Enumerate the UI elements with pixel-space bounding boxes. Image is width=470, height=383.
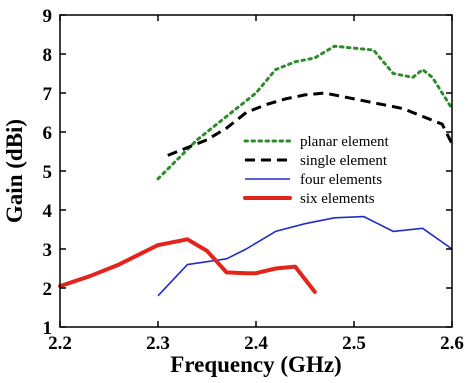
x-tick-label-4: 2.5: [342, 333, 366, 354]
axis-ticks: [59, 14, 453, 328]
y-tick-label-1: 1: [43, 318, 53, 339]
legend: planar element single element four element…: [243, 134, 390, 207]
y-tick-label-7: 7: [43, 84, 53, 105]
series-line-1: [156, 44, 454, 181]
plot-lines: [58, 44, 454, 297]
tick-labels: 2.2 2.3 2.4 2.5 2.6 1 2 3 4 5 6 7 8 9: [43, 6, 464, 354]
legend-label-3: four elements: [300, 172, 382, 188]
series-line-3: [157, 215, 453, 297]
y-tick-label-5: 5: [43, 162, 53, 183]
x-axis-title: Frequency (GHz): [170, 352, 341, 377]
y-tick-label-6: 6: [43, 123, 53, 144]
x-tick-label-3: 2.4: [244, 333, 268, 354]
series-line-4: [58, 237, 317, 294]
x-tick-label-5: 2.6: [440, 333, 464, 354]
y-tick-label-8: 8: [43, 45, 53, 66]
legend-label-1: planar element: [300, 134, 390, 150]
legend-label-4: six elements: [300, 191, 375, 207]
y-tick-label-9: 9: [43, 6, 53, 27]
y-axis-title: Gain (dBi): [2, 119, 27, 223]
x-tick-label-1: 2.2: [48, 333, 72, 354]
y-tick-label-2: 2: [43, 279, 53, 300]
series-line-2: [167, 91, 454, 157]
y-tick-label-4: 4: [43, 201, 53, 222]
x-tick-label-2: 2.3: [146, 333, 170, 354]
legend-label-2: single element: [300, 153, 388, 169]
plot-frame: [59, 14, 453, 328]
y-tick-label-3: 3: [43, 240, 53, 261]
